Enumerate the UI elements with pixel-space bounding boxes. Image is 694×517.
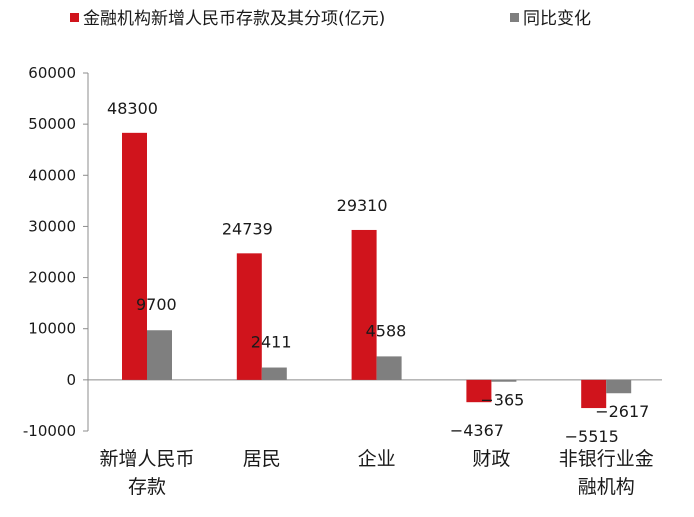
data-label-deposit: −5515 [565,427,619,446]
bar-yoy-change [261,367,287,380]
legend-label: 金融机构新增人民币存款及其分项(亿元) [83,9,385,29]
data-label-yoy-change: 4588 [366,321,407,340]
data-label-yoy-change: 9700 [136,295,177,314]
category-label: 非银行业金 [559,448,654,470]
y-tick-label: 60000 [28,64,76,82]
category-label: 财政 [472,448,510,470]
y-tick-label: 50000 [28,115,76,133]
category-label: 存款 [128,476,166,498]
data-label-deposit: 48300 [107,99,158,118]
category-label: 企业 [358,448,396,470]
legend: 金融机构新增人民币存款及其分项(亿元) 同比变化 [70,9,591,29]
data-label-deposit: −4367 [450,421,504,440]
y-axis: -10000 0 10000 20000 30000 40000 50000 60000 [23,64,662,440]
bar-deposit [236,253,262,380]
bar-yoy-change [491,379,517,382]
bars [122,132,632,409]
legend-swatch [70,13,79,22]
data-label-deposit: 29310 [337,196,388,215]
category-label: 融机构 [578,476,635,498]
y-tick-label: 0 [66,371,76,389]
data-label-yoy-change: −2617 [595,402,649,421]
data-labels: 48300 9700 24739 2411 29310 4588 −4367 −365 −551… [107,99,649,446]
data-label-yoy-change: 2411 [251,333,292,352]
category-label: 居民 [243,448,281,470]
legend-label: 同比变化 [523,9,591,29]
bar-deposit [466,379,492,403]
data-label-deposit: 24739 [222,219,273,238]
y-tick-label: -10000 [23,422,76,440]
legend-swatch [510,13,519,22]
bar-yoy-change [606,379,632,394]
bar-yoy-change [147,330,172,380]
bar-deposit [122,132,147,380]
bar-deposit [581,379,607,409]
y-tick-label: 10000 [28,320,76,338]
category-label: 新增人民币 [99,448,194,470]
y-tick-label: 30000 [28,217,76,235]
y-tick-label: 20000 [28,269,76,287]
bar-deposit [351,229,377,380]
data-label-yoy-change: −365 [480,391,524,410]
y-tick-label: 40000 [28,166,76,184]
bar-yoy-change [376,356,402,380]
